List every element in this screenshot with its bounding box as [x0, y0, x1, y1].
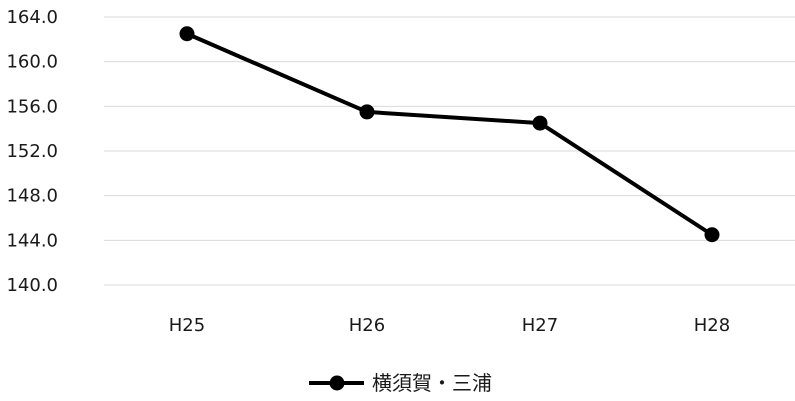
y-tick-label: 140.0 — [6, 275, 58, 296]
y-tick-label: 164.0 — [6, 7, 58, 28]
x-axis-tick-labels: H25 H26 H27 H28 — [169, 315, 730, 336]
y-tick-label: 144.0 — [6, 230, 58, 251]
x-tick-label: H26 — [349, 315, 385, 336]
legend: 横須賀・三浦 — [309, 371, 492, 395]
y-tick-label: 152.0 — [6, 141, 58, 162]
series-layer — [179, 26, 720, 243]
legend-label: 横須賀・三浦 — [372, 371, 492, 395]
data-point — [704, 227, 720, 243]
y-axis-tick-labels: 140.0 144.0 148.0 152.0 156.0 160.0 164.0 — [6, 7, 58, 296]
legend-marker — [329, 375, 345, 391]
data-point — [532, 115, 548, 131]
x-tick-label: H28 — [694, 315, 730, 336]
x-tick-label: H25 — [169, 315, 205, 336]
gridlines — [104, 16, 795, 286]
y-tick-label: 156.0 — [6, 96, 58, 117]
x-tick-label: H27 — [522, 315, 558, 336]
y-tick-label: 160.0 — [6, 52, 58, 73]
data-point — [179, 26, 195, 42]
data-point — [359, 104, 375, 120]
y-tick-label: 148.0 — [6, 186, 58, 207]
series-line — [185, 31, 714, 237]
